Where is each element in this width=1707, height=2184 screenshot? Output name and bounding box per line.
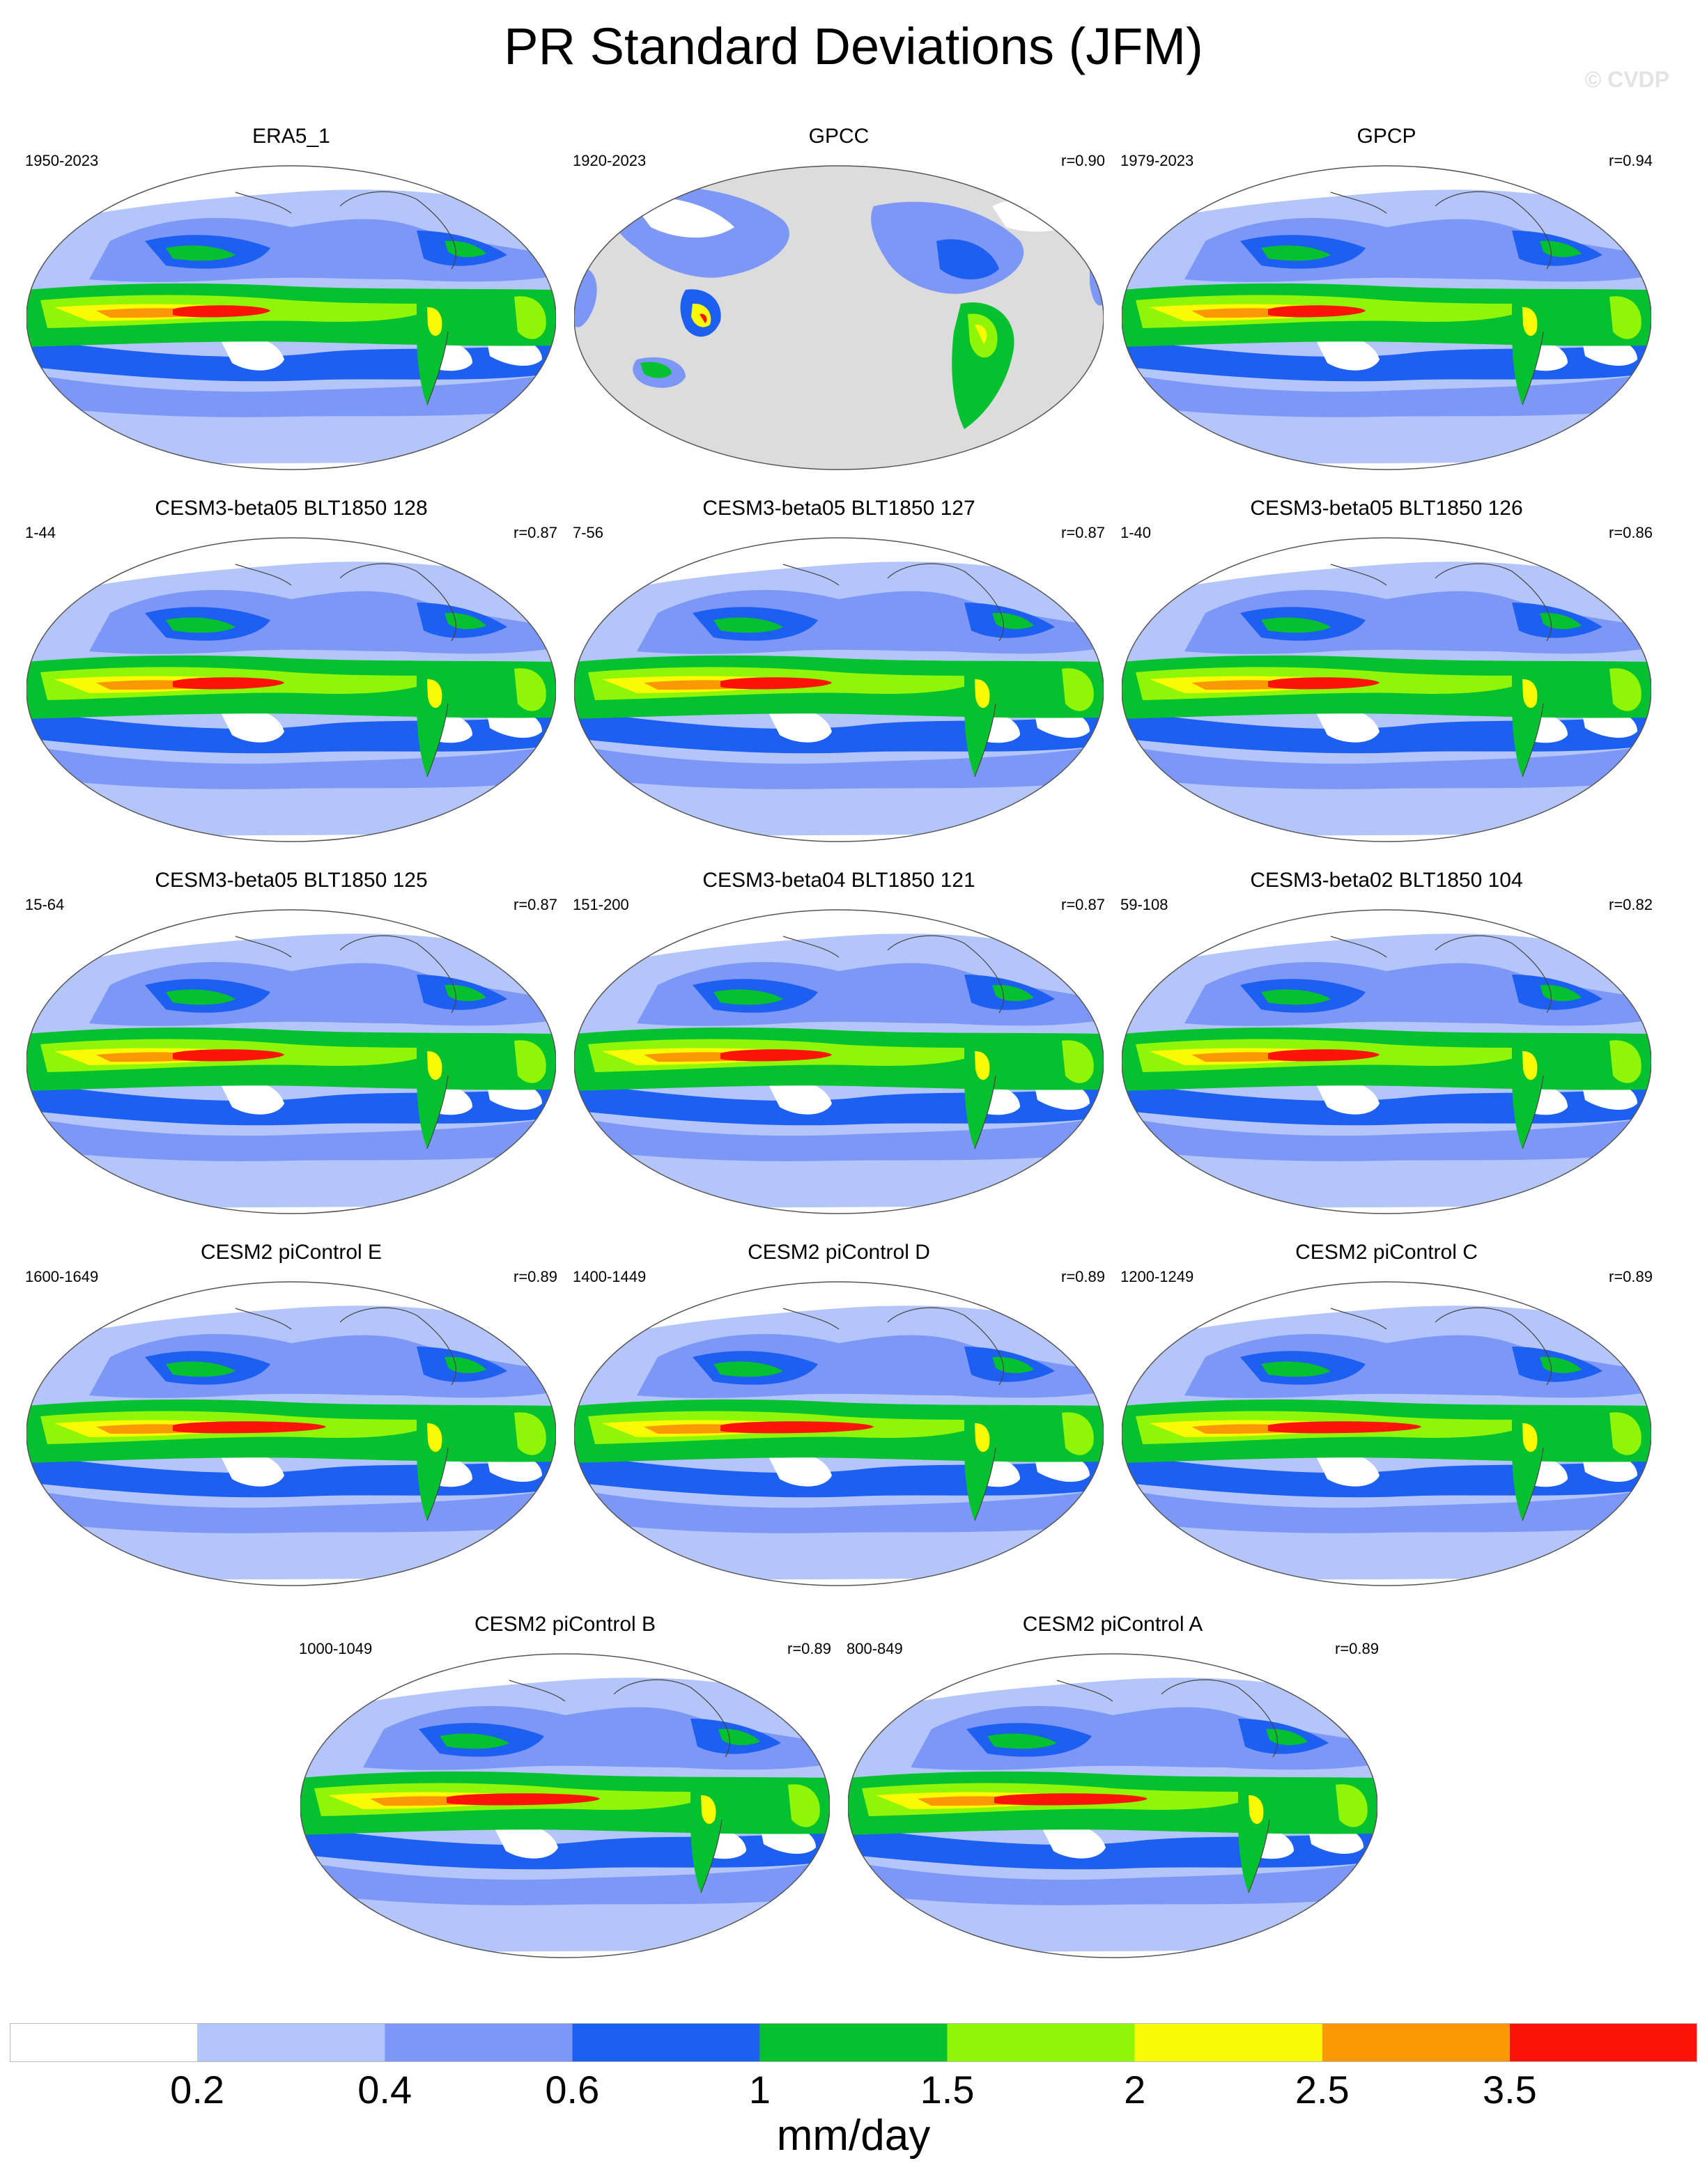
world-map xyxy=(1122,537,1651,842)
watermark: © CVDP xyxy=(1584,67,1669,92)
colorbar-tick-label: 2 xyxy=(1124,2068,1146,2112)
map-panel: CESM3-beta05 BLT1850 125 15-64 r=0.87 xyxy=(20,868,563,1216)
world-map xyxy=(300,1653,830,1958)
panel-title: CESM2 piControl D xyxy=(748,1241,930,1264)
panel-correlation: r=0.82 xyxy=(1609,896,1653,913)
panel-title: CESM2 piControl A xyxy=(1022,1613,1203,1636)
world-map xyxy=(1122,1281,1651,1586)
panel-years: 7-56 xyxy=(573,524,604,541)
panel-years: 1950-2023 xyxy=(25,152,99,169)
panel-years: 151-200 xyxy=(573,896,629,913)
map-panel: CESM3-beta04 BLT1850 121 151-200 r=0.87 xyxy=(567,868,1111,1216)
panel-years: 59-108 xyxy=(1120,896,1168,913)
map-panel: ERA5_1 1950-2023 xyxy=(20,124,563,472)
panel-title: CESM3-beta05 BLT1850 128 xyxy=(155,497,428,520)
world-map xyxy=(574,1281,1104,1586)
colorbar-tick-label: 0.4 xyxy=(357,2068,412,2112)
panel-title: CESM3-beta05 BLT1850 125 xyxy=(155,869,428,892)
world-map xyxy=(1122,909,1651,1214)
map-panel: CESM2 piControl B 1000-1049 r=0.89 xyxy=(293,1612,837,1960)
panel-correlation: r=0.89 xyxy=(1609,1268,1653,1285)
map-panel: CESM2 piControl A 800-849 r=0.89 xyxy=(841,1612,1384,1960)
map-panel: CESM2 piControl E 1600-1649 r=0.89 xyxy=(20,1240,563,1588)
colorbar-segment xyxy=(1134,2023,1322,2062)
map-panel: GPCP 1979-2023 r=0.94 xyxy=(1115,124,1658,472)
panel-years: 1400-1449 xyxy=(573,1268,647,1285)
panel-correlation: r=0.90 xyxy=(1061,152,1105,169)
panel-correlation: r=0.94 xyxy=(1609,152,1653,169)
colorbar-tick-label: 1 xyxy=(748,2068,771,2112)
colorbar-segment xyxy=(197,2023,385,2062)
figure-title: PR Standard Deviations (JFM) xyxy=(504,17,1203,75)
world-map xyxy=(574,909,1104,1214)
world-map xyxy=(1122,165,1651,470)
colorbar-segment xyxy=(572,2023,760,2062)
world-map xyxy=(26,1281,556,1586)
panel-correlation: r=0.89 xyxy=(1335,1640,1379,1657)
colorbar-tick-label: 3.5 xyxy=(1482,2068,1537,2112)
panel-years: 1-40 xyxy=(1120,524,1152,541)
world-map xyxy=(26,537,556,842)
panel-years: 1920-2023 xyxy=(573,152,647,169)
map-panel: CESM2 piControl D 1400-1449 r=0.89 xyxy=(567,1240,1111,1588)
panel-correlation: r=0.87 xyxy=(1061,524,1105,541)
panel-title: ERA5_1 xyxy=(252,125,330,148)
map-panel: CESM3-beta05 BLT1850 128 1-44 r=0.87 xyxy=(20,496,563,844)
map-panel: GPCC 1920-2023 r=0.90 xyxy=(567,124,1111,472)
panel-correlation: r=0.89 xyxy=(513,1268,557,1285)
panel-correlation: r=0.87 xyxy=(1061,896,1105,913)
panel-correlation: r=0.87 xyxy=(513,896,557,913)
colorbar-tick-label: 0.6 xyxy=(545,2068,600,2112)
colorbar xyxy=(10,2023,1697,2062)
panel-title: CESM3-beta04 BLT1850 121 xyxy=(702,869,975,892)
colorbar-unit-label: mm/day xyxy=(776,2112,931,2160)
panel-title: CESM2 piControl B xyxy=(474,1613,656,1636)
colorbar-segment xyxy=(947,2023,1135,2062)
world-map xyxy=(574,165,1104,470)
map-panel: CESM3-beta05 BLT1850 126 1-40 r=0.86 xyxy=(1115,496,1658,844)
panel-correlation: r=0.89 xyxy=(1061,1268,1105,1285)
world-map xyxy=(26,909,556,1214)
colorbar-segment xyxy=(10,2023,198,2062)
panel-title: CESM3-beta05 BLT1850 127 xyxy=(702,497,975,520)
colorbar-tick-label: 2.5 xyxy=(1295,2068,1350,2112)
map-panel: CESM2 piControl C 1200-1249 r=0.89 xyxy=(1115,1240,1658,1588)
panel-correlation: r=0.86 xyxy=(1609,524,1653,541)
world-map xyxy=(848,1653,1377,1958)
world-map xyxy=(574,537,1104,842)
panel-title: CESM2 piControl C xyxy=(1295,1241,1478,1264)
panel-correlation: r=0.89 xyxy=(787,1640,831,1657)
map-panel: CESM3-beta02 BLT1850 104 59-108 r=0.82 xyxy=(1115,868,1658,1216)
colorbar-segment xyxy=(1509,2023,1697,2062)
panel-correlation: r=0.87 xyxy=(513,524,557,541)
colorbar-tick-label: 1.5 xyxy=(920,2068,975,2112)
panel-years: 1000-1049 xyxy=(299,1640,373,1657)
panel-title: GPCC xyxy=(808,125,870,148)
colorbar-tick-label: 0.2 xyxy=(170,2068,225,2112)
panel-years: 1200-1249 xyxy=(1120,1268,1194,1285)
panel-years: 15-64 xyxy=(25,896,65,913)
panel-title: CESM3-beta05 BLT1850 126 xyxy=(1250,497,1523,520)
colorbar-segment xyxy=(1322,2023,1510,2062)
panel-title: CESM3-beta02 BLT1850 104 xyxy=(1250,869,1523,892)
panel-title: CESM2 piControl E xyxy=(200,1241,383,1264)
world-map xyxy=(26,165,556,470)
colorbar-segment xyxy=(385,2023,573,2062)
panel-years: 800-849 xyxy=(847,1640,903,1657)
panel-title: GPCP xyxy=(1357,125,1416,148)
panel-years: 1600-1649 xyxy=(25,1268,99,1285)
panel-years: 1979-2023 xyxy=(1120,152,1194,169)
colorbar-segment xyxy=(759,2023,948,2062)
panel-years: 1-44 xyxy=(25,524,56,541)
map-panel: CESM3-beta05 BLT1850 127 7-56 r=0.87 xyxy=(567,496,1111,844)
